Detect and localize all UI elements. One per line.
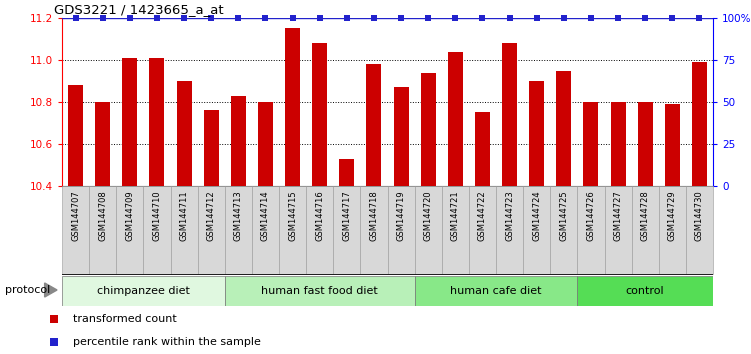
Bar <box>605 186 632 274</box>
Bar <box>176 81 192 186</box>
Text: chimpanzee diet: chimpanzee diet <box>97 286 190 296</box>
Text: GSM144720: GSM144720 <box>424 190 433 241</box>
Text: GSM144707: GSM144707 <box>71 190 80 241</box>
Bar <box>388 186 415 274</box>
Bar <box>89 186 116 274</box>
Bar <box>475 113 490 186</box>
Text: GDS3221 / 1423665_a_at: GDS3221 / 1423665_a_at <box>55 3 224 16</box>
Bar <box>578 186 605 274</box>
Bar <box>529 81 544 186</box>
Text: protocol: protocol <box>5 285 50 295</box>
Bar <box>502 43 517 186</box>
Bar <box>469 186 496 274</box>
Bar <box>62 276 225 306</box>
Bar <box>279 186 306 274</box>
Bar <box>204 110 219 186</box>
Bar <box>584 102 599 186</box>
Text: GSM144728: GSM144728 <box>641 190 650 241</box>
Bar <box>665 104 680 186</box>
Bar <box>149 58 164 186</box>
Text: transformed count: transformed count <box>74 314 177 324</box>
Text: GSM144715: GSM144715 <box>288 190 297 241</box>
Text: percentile rank within the sample: percentile rank within the sample <box>74 337 261 347</box>
Bar <box>415 276 578 306</box>
Text: human cafe diet: human cafe diet <box>451 286 541 296</box>
Polygon shape <box>44 283 57 297</box>
Text: GSM144711: GSM144711 <box>179 190 189 241</box>
Bar <box>415 186 442 274</box>
Bar <box>523 186 550 274</box>
Bar <box>285 29 300 186</box>
Bar <box>496 186 523 274</box>
Bar <box>692 62 707 186</box>
Bar <box>686 186 713 274</box>
Bar <box>394 87 409 186</box>
Text: GSM144730: GSM144730 <box>695 190 704 241</box>
Text: GSM144723: GSM144723 <box>505 190 514 241</box>
Bar <box>143 186 170 274</box>
Text: GSM144721: GSM144721 <box>451 190 460 241</box>
Bar <box>421 73 436 186</box>
Bar <box>225 276 415 306</box>
Bar <box>231 96 246 186</box>
Bar <box>442 186 469 274</box>
Text: GSM144718: GSM144718 <box>369 190 379 241</box>
Text: GSM144714: GSM144714 <box>261 190 270 241</box>
Bar <box>659 186 686 274</box>
Bar <box>366 64 382 186</box>
Bar <box>116 186 143 274</box>
Text: GSM144709: GSM144709 <box>125 190 134 241</box>
Bar <box>448 52 463 186</box>
Bar <box>632 186 659 274</box>
Text: GSM144710: GSM144710 <box>152 190 161 241</box>
Bar <box>550 186 578 274</box>
Text: GSM144729: GSM144729 <box>668 190 677 241</box>
Bar <box>306 186 333 274</box>
Bar <box>312 43 327 186</box>
Bar <box>252 186 279 274</box>
Text: GSM144713: GSM144713 <box>234 190 243 241</box>
Bar <box>225 186 252 274</box>
Bar <box>638 102 653 186</box>
Bar <box>339 159 354 186</box>
Bar <box>198 186 225 274</box>
Bar <box>95 102 110 186</box>
Text: GSM144724: GSM144724 <box>532 190 541 241</box>
Text: GSM144716: GSM144716 <box>315 190 324 241</box>
Bar <box>611 102 626 186</box>
Text: GSM144719: GSM144719 <box>397 190 406 241</box>
Bar <box>258 102 273 186</box>
Text: GSM144722: GSM144722 <box>478 190 487 241</box>
Text: control: control <box>626 286 665 296</box>
Text: GSM144726: GSM144726 <box>587 190 596 241</box>
Bar <box>170 186 198 274</box>
Text: GSM144727: GSM144727 <box>614 190 623 241</box>
Bar <box>62 186 89 274</box>
Bar <box>360 186 388 274</box>
Bar <box>578 276 713 306</box>
Text: GSM144725: GSM144725 <box>559 190 569 241</box>
Text: GSM144717: GSM144717 <box>342 190 351 241</box>
Bar <box>556 70 572 186</box>
Text: GSM144712: GSM144712 <box>207 190 216 241</box>
Text: human fast food diet: human fast food diet <box>261 286 378 296</box>
Bar <box>122 58 137 186</box>
Bar <box>68 85 83 186</box>
Text: GSM144708: GSM144708 <box>98 190 107 241</box>
Bar <box>333 186 360 274</box>
